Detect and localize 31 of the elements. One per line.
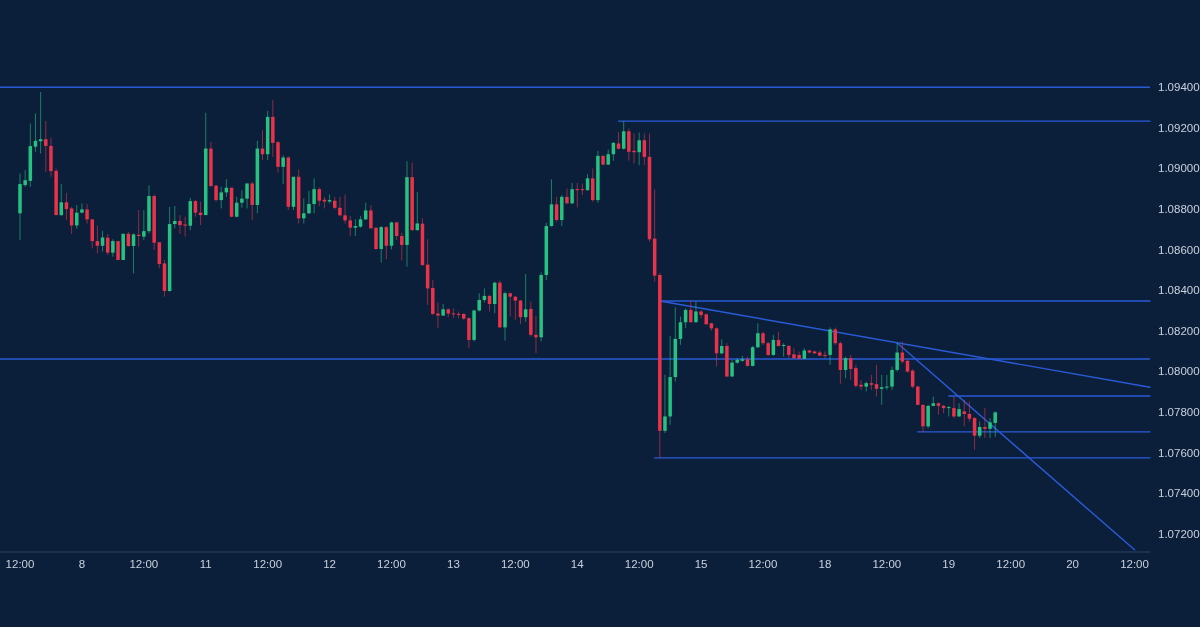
y-tick-label: 1.09000 xyxy=(1158,162,1200,175)
y-tick-label: 1.07800 xyxy=(1158,406,1200,418)
x-tick-label: 12:00 xyxy=(5,558,35,570)
x-tick-label: 12:00 xyxy=(253,558,283,570)
y-tick-label: 1.08000 xyxy=(1158,365,1200,378)
x-tick-label: 12:00 xyxy=(377,558,406,570)
x-tick-label: 19 xyxy=(942,558,956,570)
x-tick-label: 12:00 xyxy=(872,558,902,570)
y-tick-label: 1.09200 xyxy=(1158,121,1200,134)
x-tick-label: 8 xyxy=(78,558,86,570)
x-tick-label: 12:00 xyxy=(748,558,778,570)
x-tick-label: 12 xyxy=(323,558,336,570)
x-tick-label: 15 xyxy=(694,558,708,570)
x-tick-label: 13 xyxy=(447,558,460,570)
y-tick-label: 1.07400 xyxy=(1158,487,1200,500)
y-tick-label: 1.08800 xyxy=(1158,203,1200,216)
y-tick-label: 1.07600 xyxy=(1158,446,1200,459)
y-tick-label: 1.08600 xyxy=(1158,243,1200,256)
x-tick-label: 12:00 xyxy=(996,558,1026,570)
x-tick-label: 11 xyxy=(199,558,212,570)
y-tick-label: 1.08200 xyxy=(1158,324,1200,337)
x-tick-label: 20 xyxy=(1066,558,1079,570)
x-tick-label: 18 xyxy=(818,558,832,570)
x-tick-label: 12:00 xyxy=(624,558,654,570)
y-tick-label: 1.07200 xyxy=(1158,527,1200,540)
x-tick-label: 12:00 xyxy=(1120,558,1149,570)
x-tick-label: 12:00 xyxy=(129,558,159,570)
y-tick-label: 1.08400 xyxy=(1158,284,1200,297)
y-tick-label: 1.09400 xyxy=(1158,81,1200,94)
x-tick-label: 12:00 xyxy=(500,558,530,570)
x-tick-label: 14 xyxy=(570,558,585,570)
